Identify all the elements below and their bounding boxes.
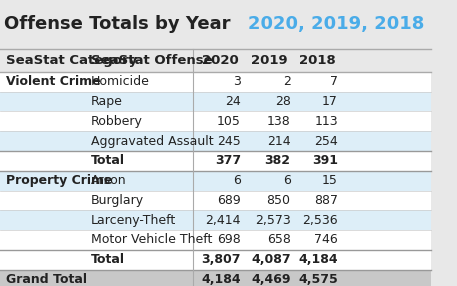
- FancyBboxPatch shape: [0, 210, 431, 230]
- Text: 2: 2: [283, 75, 291, 88]
- Text: Motor Vehicle Theft: Motor Vehicle Theft: [90, 233, 212, 247]
- Text: 254: 254: [314, 135, 338, 148]
- Text: Homicide: Homicide: [90, 75, 149, 88]
- Text: 2018: 2018: [298, 54, 335, 67]
- FancyBboxPatch shape: [0, 72, 431, 92]
- Text: 689: 689: [217, 194, 241, 207]
- Text: Arson: Arson: [90, 174, 126, 187]
- Text: 4,184: 4,184: [298, 253, 338, 266]
- Text: 887: 887: [314, 194, 338, 207]
- Text: 746: 746: [314, 233, 338, 247]
- FancyBboxPatch shape: [0, 171, 431, 190]
- Text: 7: 7: [330, 75, 338, 88]
- Text: 698: 698: [217, 233, 241, 247]
- Text: 2,414: 2,414: [206, 214, 241, 227]
- Text: 2020, 2019, 2018: 2020, 2019, 2018: [248, 15, 424, 33]
- Text: 6: 6: [283, 174, 291, 187]
- FancyBboxPatch shape: [0, 111, 431, 131]
- Text: Total: Total: [90, 154, 125, 167]
- Text: Property Crime: Property Crime: [6, 174, 113, 187]
- Text: 377: 377: [215, 154, 241, 167]
- Text: 2019: 2019: [251, 54, 288, 67]
- FancyBboxPatch shape: [0, 230, 431, 250]
- Text: 4,575: 4,575: [298, 273, 338, 286]
- Text: SeaStat Category: SeaStat Category: [6, 54, 138, 67]
- Text: SeaStat Offense: SeaStat Offense: [90, 54, 212, 67]
- Text: 382: 382: [265, 154, 291, 167]
- Text: Robbery: Robbery: [90, 115, 143, 128]
- Text: 245: 245: [217, 135, 241, 148]
- FancyBboxPatch shape: [0, 151, 431, 171]
- FancyBboxPatch shape: [0, 190, 431, 210]
- Text: 28: 28: [275, 95, 291, 108]
- Text: 391: 391: [312, 154, 338, 167]
- Text: 105: 105: [217, 115, 241, 128]
- FancyBboxPatch shape: [0, 270, 431, 286]
- Text: 2,536: 2,536: [303, 214, 338, 227]
- FancyBboxPatch shape: [0, 131, 431, 151]
- FancyBboxPatch shape: [0, 49, 431, 72]
- Text: Aggravated Assault: Aggravated Assault: [90, 135, 213, 148]
- Text: Burglary: Burglary: [90, 194, 143, 207]
- Text: 3: 3: [233, 75, 241, 88]
- Text: 15: 15: [322, 174, 338, 187]
- Text: 4,469: 4,469: [251, 273, 291, 286]
- Text: 4,184: 4,184: [202, 273, 241, 286]
- Text: Rape: Rape: [90, 95, 122, 108]
- Text: 3,807: 3,807: [202, 253, 241, 266]
- Text: Grand Total: Grand Total: [6, 273, 87, 286]
- Text: 214: 214: [267, 135, 291, 148]
- Text: 6: 6: [233, 174, 241, 187]
- FancyBboxPatch shape: [0, 92, 431, 111]
- Text: 24: 24: [225, 95, 241, 108]
- Text: 138: 138: [267, 115, 291, 128]
- Text: Total: Total: [90, 253, 125, 266]
- FancyBboxPatch shape: [0, 250, 431, 270]
- Text: 2,573: 2,573: [255, 214, 291, 227]
- Text: 113: 113: [314, 115, 338, 128]
- Text: 850: 850: [266, 194, 291, 207]
- Text: 17: 17: [322, 95, 338, 108]
- Text: 4,087: 4,087: [251, 253, 291, 266]
- Text: 2020: 2020: [202, 54, 238, 67]
- Text: Offense Totals by Year: Offense Totals by Year: [4, 15, 237, 33]
- Text: Larceny-Theft: Larceny-Theft: [90, 214, 176, 227]
- Text: 658: 658: [267, 233, 291, 247]
- Text: Violent Crime: Violent Crime: [6, 75, 101, 88]
